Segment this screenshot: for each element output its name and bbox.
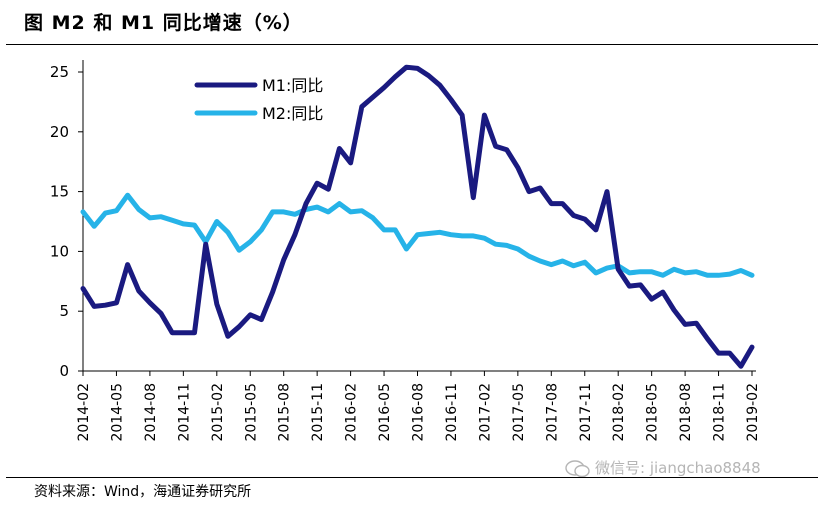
x-tick-label: 2016-05 [377,383,393,442]
x-tick-label: 2014-02 [76,383,92,442]
y-tick-label: 20 [50,123,69,141]
wechat-icon [565,459,590,477]
x-tick-label: 2016-11 [444,383,460,442]
bottom-rule [6,477,818,478]
y-tick-label: 25 [50,63,69,81]
x-tick-label: 2019-02 [745,383,761,442]
legend-label-m2: M2:同比 [262,104,323,123]
series-line-m1 [80,64,755,369]
y-tick-label: 15 [50,183,69,201]
series-line-m2 [80,192,755,278]
x-tick-label: 2016-02 [344,383,360,442]
chart-legend: M1:同比 M2:同比 [194,76,323,123]
x-tick-label: 2018-05 [645,383,661,442]
x-tick-label: 2018-02 [611,383,627,442]
x-tick-label: 2015-08 [277,383,293,442]
x-tick-label: 2014-05 [109,383,125,442]
figure-title: 图 M2 和 M1 同比增速（%） [24,12,303,34]
top-rule [6,44,818,45]
x-tick-label: 2017-11 [578,383,594,442]
watermark-text: 微信号: jiangchao8848 [595,459,761,477]
x-tick-label: 2018-08 [678,383,694,442]
x-tick-label: 2018-11 [712,383,728,442]
watermark: 微信号: jiangchao8848 [565,457,761,478]
source-note: 资料来源：Wind，海通证券研究所 [34,484,252,500]
y-tick-label: 0 [59,362,69,380]
y-tick-label: 5 [59,302,69,320]
x-tick-label: 2015-02 [210,383,226,442]
x-tick-label: 2017-08 [544,383,560,442]
x-tick-label: 2015-05 [243,383,259,442]
legend-label-m1: M1:同比 [262,76,323,95]
x-tick-label: 2017-02 [477,383,493,442]
x-tick-label: 2017-05 [511,383,527,442]
chart-series [80,64,755,369]
chart-axes: 0 5 10 15 20 25 2014-02 2014-05 2014-08 2014-11 20… [50,60,761,442]
y-tick-label: 10 [50,242,69,260]
x-tick-label: 2015-11 [310,383,326,442]
title-bar: 图 M2 和 M1 同比增速（%） [0,0,833,46]
x-tick-label: 2016-08 [411,383,427,442]
x-tick-label: 2014-08 [143,383,159,442]
x-tick-label: 2014-11 [176,383,192,442]
